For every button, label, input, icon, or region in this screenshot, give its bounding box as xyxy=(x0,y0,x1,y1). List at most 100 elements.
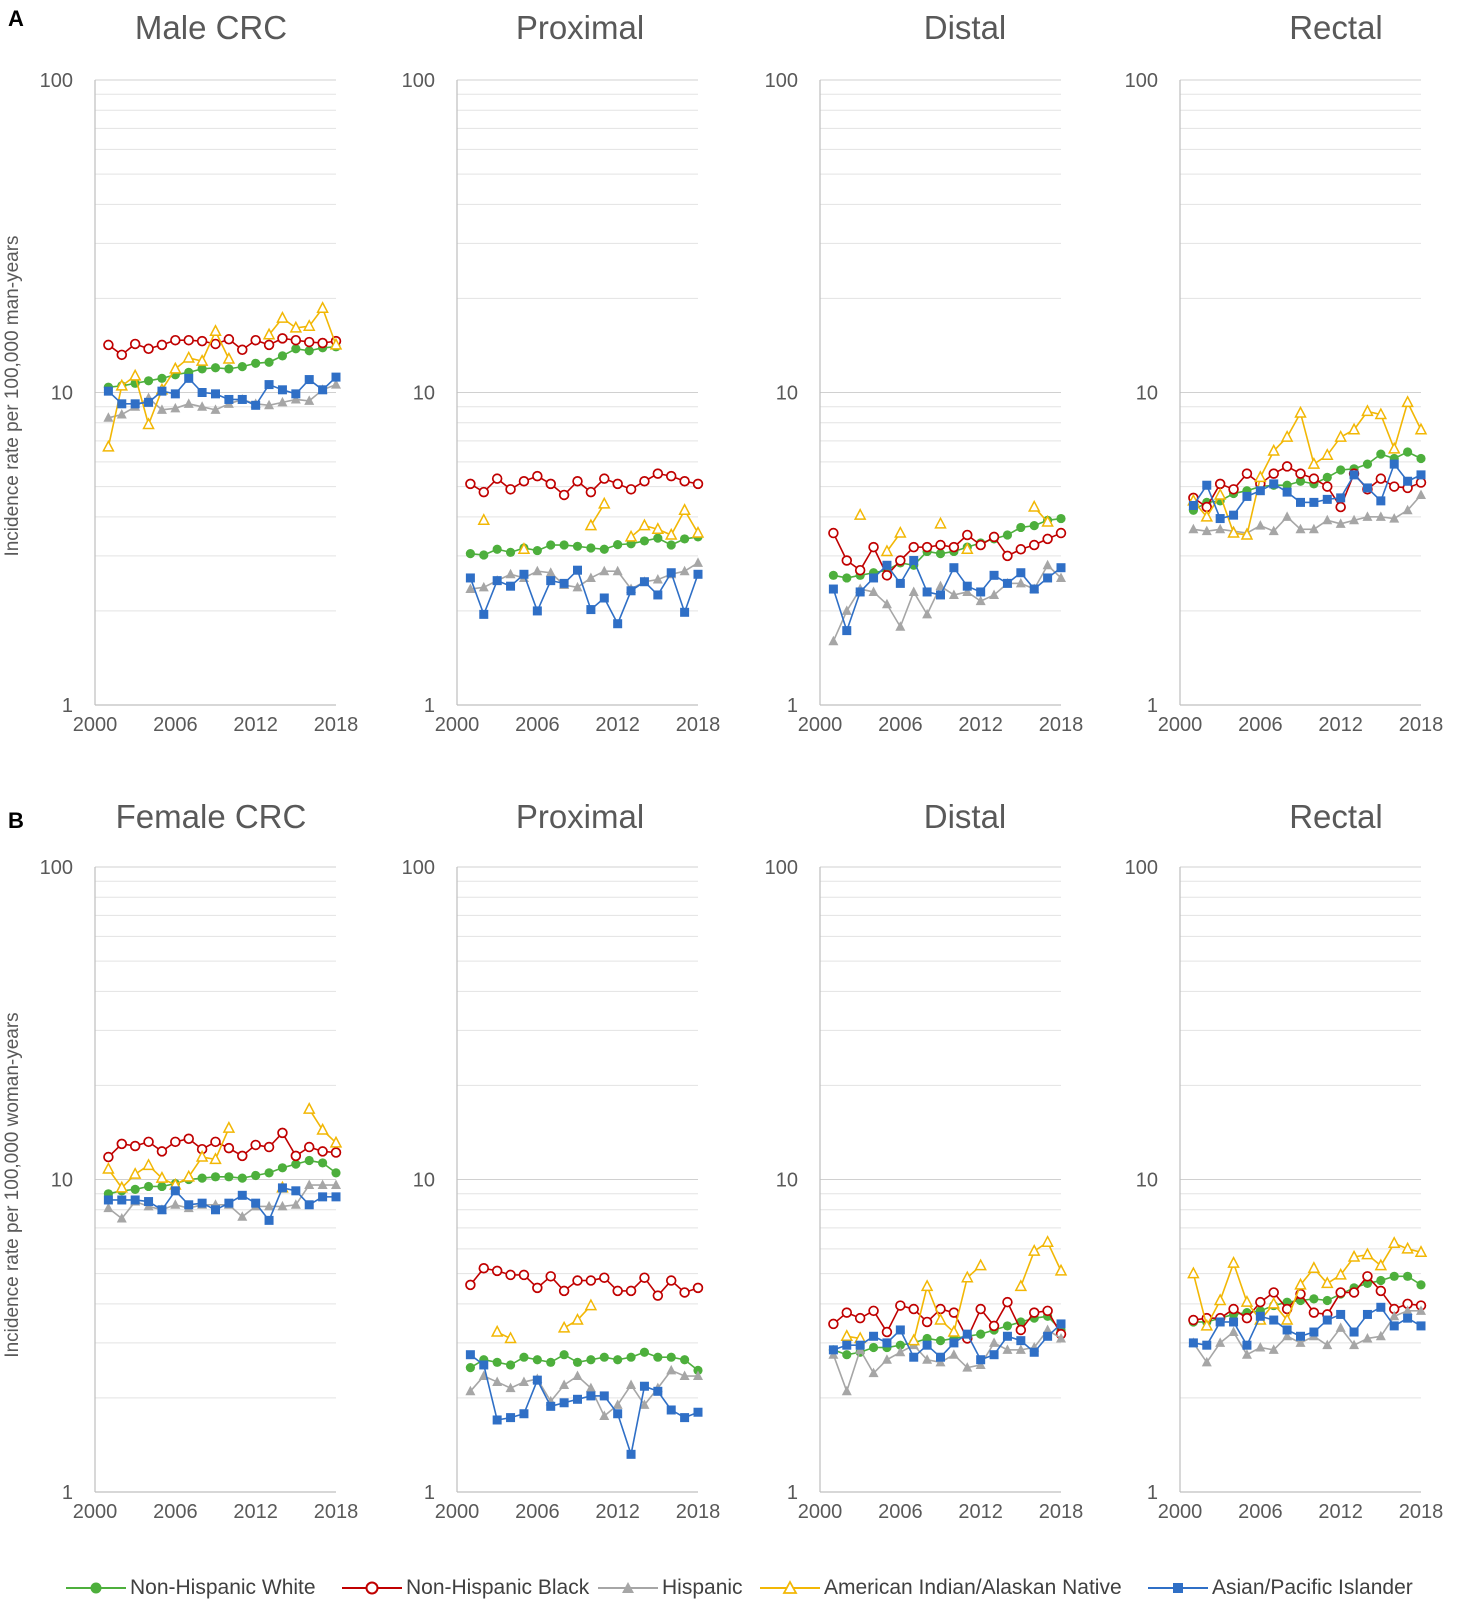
chart-a-distal-ytick-label: 1 xyxy=(787,695,798,717)
chart-b-rectal-series-american-indian-alaskan-native-point xyxy=(1401,1241,1414,1254)
legend-label-american-indian-alaskan-native: American Indian/Alaskan Native xyxy=(824,1576,1122,1599)
chart-a-male-crc-series-non-hispanic-white-point xyxy=(157,373,167,383)
chart-a-rectal-series-asian-pacific-islander-point xyxy=(1269,479,1279,489)
chart-a-male-crc-series-asian-pacific-islander-point xyxy=(264,380,274,390)
chart-b-female-crc-series-hispanic-point xyxy=(290,1199,301,1209)
chart-b-proximal-series-american-indian-alaskan-native-point xyxy=(571,1312,584,1325)
chart-b-distal-series-non-hispanic-white-point xyxy=(1002,1321,1013,1331)
legend-swatch-hispanic xyxy=(598,1582,658,1593)
chart-a-proximal-series-american-indian-alaskan-native-point xyxy=(664,527,678,540)
chart-a-proximal-series-non-hispanic-white-point xyxy=(599,544,609,554)
chart-a-distal-series-non-hispanic-black-point xyxy=(881,570,893,581)
chart-a-distal-series-non-hispanic-black-point xyxy=(1028,539,1040,551)
chart-b-rectal-series-non-hispanic-black-point xyxy=(1348,1287,1360,1298)
chart-a-proximal-series-asian-pacific-islander-segment xyxy=(683,574,699,613)
chart-a-proximal-ytick-label: 1 xyxy=(424,695,435,717)
chart-a-distal-series-hispanic-point xyxy=(828,635,839,646)
chart-b-proximal-series-non-hispanic-black-point xyxy=(585,1275,597,1286)
chart-a-rectal-series-hispanic-point xyxy=(1389,513,1400,523)
chart-b-female-crc-series-non-hispanic-white-point xyxy=(331,1168,341,1178)
chart-b-proximal-series-asian-pacific-islander-point xyxy=(465,1350,475,1360)
chart-a-male-crc-series-asian-pacific-islander-point xyxy=(304,375,314,385)
chart-b-female-crc-series-asian-pacific-islander-point xyxy=(291,1186,301,1196)
chart-b-distal-series-non-hispanic-black-point xyxy=(881,1326,893,1338)
chart-a-rectal-series-hispanic-point xyxy=(1349,514,1360,525)
chart-b-female-crc-series-asian-pacific-islander-point xyxy=(277,1183,287,1193)
chart-a-male-crc-series-hispanic-point xyxy=(210,404,221,414)
chart-a-proximal-series-asian-pacific-islander-segment xyxy=(536,580,552,612)
chart-b-proximal-series-asian-pacific-islander-point xyxy=(532,1375,542,1385)
chart-b-proximal-series-non-hispanic-black-point xyxy=(652,1290,664,1301)
chart-b-distal-series-non-hispanic-black-point xyxy=(828,1318,839,1330)
chart-a-rectal-series-non-hispanic-black-point xyxy=(1388,481,1400,492)
chart-a-male-crc-series-non-hispanic-black-point xyxy=(237,344,248,356)
chart-a-rectal-series-american-indian-alaskan-native-segment xyxy=(1380,414,1395,450)
chart-b-proximal-series-hispanic-point xyxy=(679,1370,690,1381)
chart-b-rectal-series-non-hispanic-white-point xyxy=(1376,1275,1386,1286)
chart-b-female-crc-series-non-hispanic-white-point xyxy=(143,1181,154,1192)
chart-a-male-crc-series-asian-pacific-islander-point xyxy=(211,389,220,399)
chart-a-rectal-series-american-indian-alaskan-native-point xyxy=(1307,456,1321,469)
chart-a-male-crc-series-non-hispanic-white-point xyxy=(251,358,261,368)
chart-a-rectal-series-asian-pacific-islander-point xyxy=(1349,470,1359,480)
chart-a-distal-series-asian-pacific-islander-point xyxy=(842,626,852,636)
chart-a-distal-series-asian-pacific-islander-segment xyxy=(939,567,955,596)
chart-b-distal-series-non-hispanic-black-point xyxy=(841,1307,853,1318)
chart-a-male-crc-series-american-indian-alaskan-native-point xyxy=(128,368,142,381)
chart-b-rectal-series-american-indian-alaskan-native-point xyxy=(1280,1312,1294,1325)
chart-b-female-crc-series-non-hispanic-white-point xyxy=(277,1163,288,1173)
chart-a-male-crc-ytick-label: 10 xyxy=(51,383,73,405)
chart-b-female-crc-series-hispanic-point xyxy=(116,1213,127,1223)
chart-b-distal-series-american-indian-alaskan-native-point xyxy=(974,1258,987,1271)
chart-a-proximal-series-asian-pacific-islander-point xyxy=(519,569,529,579)
chart-b-distal-series-hispanic-point xyxy=(1015,1344,1026,1354)
chart-b-proximal-series-non-hispanic-white-point xyxy=(505,1360,516,1370)
chart-a-rectal-series-american-indian-alaskan-native-point xyxy=(1280,429,1294,442)
chart-a-distal-series-american-indian-alaskan-native-point xyxy=(934,516,947,529)
chart-a-male-crc-series-asian-pacific-islander-point xyxy=(251,400,261,410)
chart-a-distal-series-asian-pacific-islander-point xyxy=(976,587,986,597)
chart-a-distal-series-non-hispanic-black-point xyxy=(828,527,839,539)
legend-label-non-hispanic-black: Non-Hispanic Black xyxy=(406,1576,590,1599)
chart-a-proximal-series-non-hispanic-black-point xyxy=(478,486,490,498)
chart-a-rectal-series-non-hispanic-black-point xyxy=(1375,473,1387,484)
chart-a-distal-series-asian-pacific-islander-point xyxy=(895,578,905,588)
chart-a-proximal-series-asian-pacific-islander-point xyxy=(506,581,516,591)
chart-b-rectal-series-hispanic-point xyxy=(1215,1337,1226,1347)
chart-a-male-crc-series-non-hispanic-black-point xyxy=(223,334,235,345)
chart-a-proximal-xtick-label: 2000 xyxy=(435,714,480,736)
chart-a-proximal-series-asian-pacific-islander-segment xyxy=(670,572,686,613)
chart-a-distal-series-asian-pacific-islander-point xyxy=(962,581,972,591)
chart-b-female-crc: Female CRC 1 10 100 2000 2006 2012 2018 xyxy=(40,798,359,1523)
chart-b-proximal-series-asian-pacific-islander-segment xyxy=(616,1413,632,1455)
chart-a-rectal-series-hispanic-point xyxy=(1335,518,1346,528)
chart-b-distal-series-asian-pacific-islander-point xyxy=(1029,1347,1039,1357)
chart-a-proximal-xtick-label: 2006 xyxy=(515,714,560,736)
chart-a-male-crc-series-hispanic-point xyxy=(183,398,194,408)
chart-a-proximal-series-non-hispanic-black-point xyxy=(652,468,664,479)
chart-a-distal-series-american-indian-alaskan-native-point xyxy=(894,525,907,538)
chart-a-distal-series-asian-pacific-islander-point xyxy=(882,560,892,570)
chart-a-distal-series-hispanic-point xyxy=(1056,572,1066,582)
chart-a-rectal-series-hispanic-point xyxy=(1188,523,1199,534)
chart-b-proximal-series-hispanic-point xyxy=(612,1399,623,1409)
chart-a-male-crc-xtick-label: 2012 xyxy=(233,714,278,736)
chart-b-female-crc-series-non-hispanic-white-point xyxy=(304,1155,314,1166)
chart-b-rectal-series-asian-pacific-islander-point xyxy=(1403,1313,1413,1323)
chart-a-rectal-series-american-indian-alaskan-native-segment xyxy=(1393,402,1409,450)
chart-a-male-crc-series-asian-pacific-islander-point xyxy=(197,388,207,397)
chart-a-rectal-series-asian-pacific-islander-point xyxy=(1202,480,1212,490)
chart-a-distal-title: Distal xyxy=(924,9,1007,46)
chart-a-proximal-series-hispanic-point xyxy=(532,565,543,576)
chart-b-female-crc-series-hispanic-point xyxy=(237,1211,248,1221)
chart-b-rectal-series-non-hispanic-white-point xyxy=(1403,1271,1413,1281)
chart-b-distal-series-asian-pacific-islander-point xyxy=(1056,1319,1066,1329)
chart-b-rectal-series-hispanic-point xyxy=(1201,1356,1212,1367)
chart-b-distal-series-asian-pacific-islander-point xyxy=(1002,1331,1012,1341)
chart-b-distal-series-asian-pacific-islander-point xyxy=(1043,1331,1053,1341)
chart-b-distal-series-american-indian-alaskan-native-point xyxy=(934,1312,947,1325)
chart-b-rectal-series-asian-pacific-islander xyxy=(1188,1302,1426,1350)
chart-a-proximal-series-non-hispanic-black-point xyxy=(572,475,583,487)
chart-b-female-crc-series-non-hispanic-black-point xyxy=(116,1138,128,1150)
legend-label-hispanic: Hispanic xyxy=(662,1576,743,1599)
